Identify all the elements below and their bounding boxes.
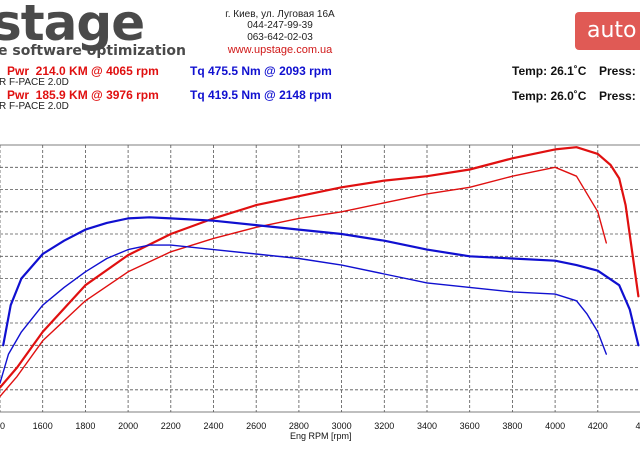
run2-pressure-label: Press:: [599, 89, 636, 103]
run1-pressure-label: Press:: [599, 64, 636, 78]
series-line-3: [2, 216, 640, 347]
run2-torque-readout: Tq 419.5 Nm @ 2148 rpm: [190, 88, 332, 102]
contact-phone-1: 044-247-99-39: [247, 20, 313, 31]
x-tick-label: 00: [0, 421, 5, 431]
x-tick-label: 4200: [588, 421, 608, 431]
x-tick-label: 1600: [33, 421, 53, 431]
x-tick-label: 2800: [289, 421, 309, 431]
run1-car-model: R F-PACE 2.0D: [0, 77, 69, 88]
x-tick-label: 3400: [417, 421, 437, 431]
series-line-2: [0, 166, 607, 398]
series-line-4: [0, 244, 607, 384]
x-tick-label: 4000: [545, 421, 565, 431]
x-tick-label: 3600: [460, 421, 480, 431]
upstage-logo: stage: [0, 0, 145, 52]
x-axis-label: Eng RPM [rpm]: [290, 431, 352, 441]
x-tick-label: 2200: [161, 421, 181, 431]
series-line-1: [0, 146, 640, 389]
x-tick-label: 1800: [75, 421, 95, 431]
x-tick-label: 2400: [203, 421, 223, 431]
run1-temperature: Temp: 26.1˚C: [512, 64, 587, 78]
x-tick-label: 3000: [332, 421, 352, 431]
x-tick-label: 44: [635, 421, 640, 431]
contact-phone-2: 063-642-02-03: [247, 32, 313, 43]
logo-tagline: e software optimization: [0, 43, 186, 59]
x-tick-label: 3800: [502, 421, 522, 431]
contact-address: г. Киев, ул. Луговая 16А: [225, 9, 335, 20]
run1-power-readout: Pwr 214.0 KM @ 4065 rpm: [7, 64, 159, 78]
run1-torque-readout: Tq 475.5 Nm @ 2093 rpm: [190, 64, 332, 78]
x-tick-label: 2600: [246, 421, 266, 431]
website-link[interactable]: www.upstage.com.ua: [227, 44, 333, 56]
run2-temperature: Temp: 26.0˚C: [512, 89, 587, 103]
x-tick-label: 2000: [118, 421, 138, 431]
run2-car-model: R F-PACE 2.0D: [0, 101, 69, 112]
x-tick-label: 3200: [374, 421, 394, 431]
run2-power-readout: Pwr 185.9 KM @ 3976 rpm: [7, 88, 159, 102]
auto-badge: auto: [575, 12, 640, 50]
